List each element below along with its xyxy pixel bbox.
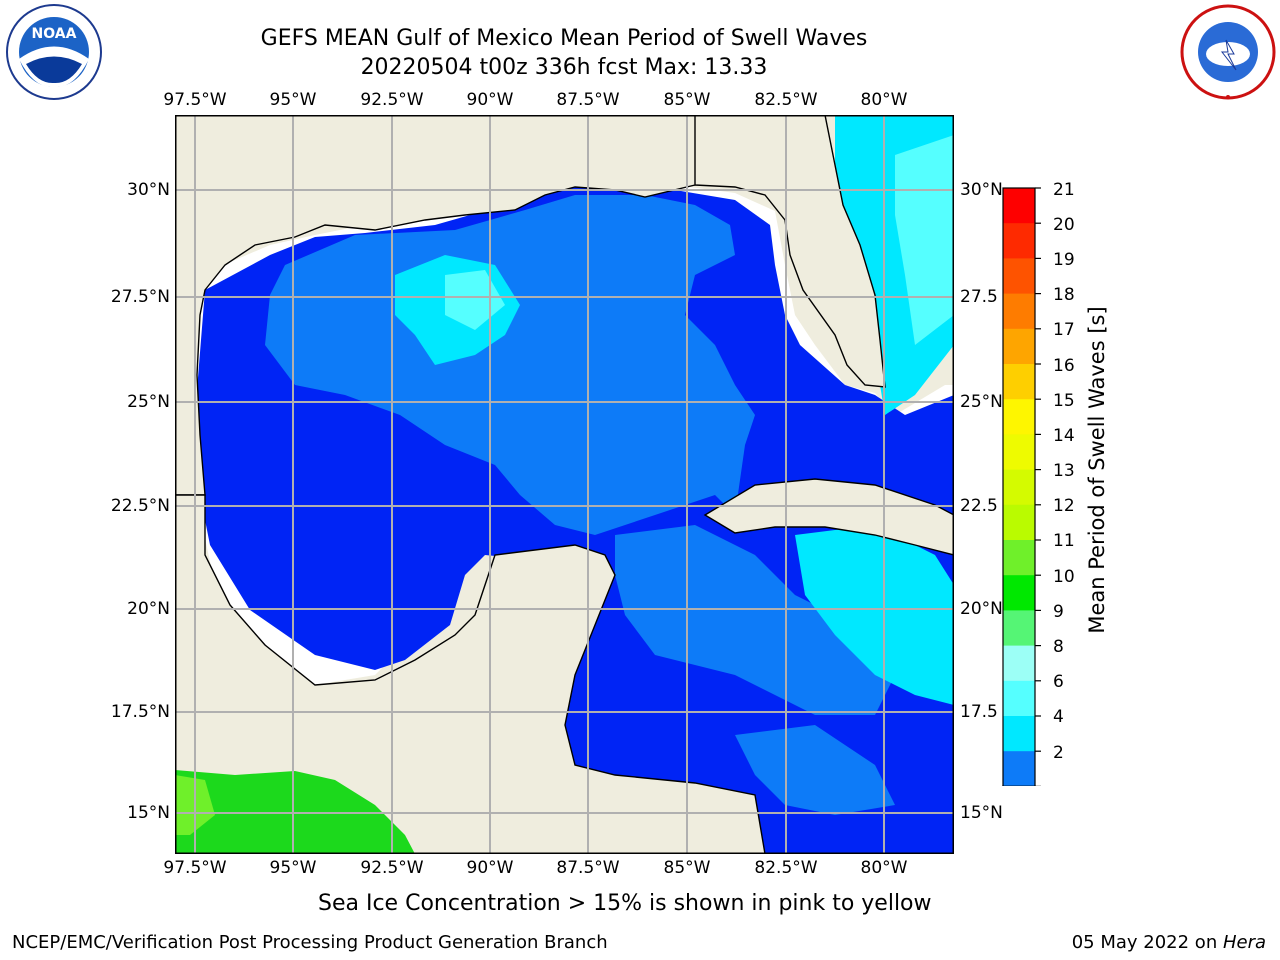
colorbar-segment [1003, 328, 1035, 365]
noaa-logo-text: NOAA [32, 26, 77, 42]
y-tick-label: 25°N [960, 392, 1003, 412]
x-tick-label: 82.5°W [754, 90, 818, 110]
colorbar-tick-label: 14 [1053, 426, 1075, 446]
land-us-coast [175, 115, 696, 496]
footer-date: 05 May 2022 on Hera [1072, 932, 1266, 953]
colorbar-tick-label: 9 [1053, 602, 1064, 622]
y-tick-label: 17.5°N [110, 702, 170, 722]
x-tick-label: 97.5°W [163, 858, 227, 878]
colorbar-tick-label: 15 [1053, 391, 1075, 411]
field-vhigh [895, 135, 954, 345]
colorbar-segment [1003, 645, 1035, 682]
y-tick-label: 22.5 [960, 496, 998, 516]
colorbar-segment [1003, 751, 1035, 786]
colorbar-tick-label: 19 [1053, 250, 1075, 270]
y-tick-label: 27.5 [960, 287, 998, 307]
colorbar-frame [1002, 187, 1036, 786]
footer-date-text: 05 May 2022 on [1071, 932, 1223, 953]
x-tick-label: 80°W [860, 858, 908, 878]
x-tick-label: 92.5°W [360, 858, 424, 878]
colorbar-segment [1003, 610, 1035, 647]
sea-ice-note: Sea Ice Concentration > 15% is shown in … [318, 891, 932, 916]
footer-credit: NCEP/EMC/Verification Post Processing Pr… [12, 932, 608, 953]
colorbar-segment [1003, 575, 1035, 611]
x-tick-label: 85°W [663, 858, 711, 878]
colorbar-tick-label: 13 [1053, 461, 1075, 481]
nws-logo [1180, 4, 1276, 100]
colorbar-segment [1003, 504, 1035, 541]
x-tick-label: 82.5°W [754, 858, 818, 878]
field-mid [265, 195, 755, 535]
y-tick-label: 30°N [127, 180, 170, 200]
colorbar-segment [1003, 434, 1035, 471]
colorbar-tick-label: 20 [1053, 215, 1075, 235]
colorbar-segment [1003, 469, 1035, 506]
colorbar-title: Mean Period of Swell Waves [s] [1085, 306, 1109, 634]
colorbar-segment [1003, 223, 1035, 259]
colorbar-segment [1003, 258, 1035, 295]
colorbar-segment [1003, 188, 1035, 224]
colorbar-tick-label: 21 [1053, 180, 1075, 200]
y-tick-label: 27.5°N [110, 287, 170, 307]
colorbar-tick-label: 11 [1053, 531, 1075, 551]
y-tick-label: 30°N [960, 180, 1003, 200]
y-tick-label: 20°N [127, 599, 170, 619]
y-tick-label: 15°N [127, 803, 170, 823]
chart-subtitle: 20220504 t00z 336h fcst Max: 13.33 [360, 55, 768, 80]
x-tick-label: 87.5°W [556, 90, 620, 110]
y-tick-label: 20°N [960, 599, 1003, 619]
noaa-logo: NOAA [6, 4, 102, 100]
colorbar-tick-label: 17 [1053, 320, 1075, 340]
colorbar-segment [1003, 293, 1035, 330]
graticule [175, 115, 954, 854]
land-cuba [703, 478, 954, 556]
colorbar-tick-label: 16 [1053, 356, 1075, 376]
colorbar-tick-label: 6 [1053, 672, 1064, 692]
colorbar [1002, 187, 1041, 786]
y-tick-label: 25°N [127, 392, 170, 412]
x-tick-label: 90°W [466, 858, 514, 878]
field-mid [735, 725, 895, 815]
map-frame [175, 115, 954, 854]
chart-title: GEFS MEAN Gulf of Mexico Mean Period of … [260, 26, 868, 51]
y-tick-label: 22.5°N [110, 496, 170, 516]
x-tick-label: 92.5°W [360, 90, 424, 110]
x-tick-label: 80°W [860, 90, 908, 110]
colorbar-segment [1003, 364, 1035, 400]
x-tick-label: 87.5°W [556, 858, 620, 878]
y-tick-label: 17.5 [960, 702, 998, 722]
x-tick-label: 97.5°W [163, 90, 227, 110]
colorbar-tick-label: 2 [1053, 743, 1064, 763]
x-tick-label: 90°W [466, 90, 514, 110]
colorbar-segment [1003, 540, 1035, 576]
colorbar-segment [1003, 399, 1035, 435]
map-panel [175, 115, 954, 854]
colorbar-tick-label: 12 [1053, 496, 1075, 516]
footer-machine: Hera [1222, 932, 1266, 953]
colorbar-segment [1003, 680, 1035, 717]
x-tick-label: 95°W [269, 858, 317, 878]
field-mid [615, 525, 895, 715]
colorbar-tick-label: 8 [1053, 637, 1064, 657]
x-tick-label: 85°W [663, 90, 711, 110]
x-tick-label: 95°W [269, 90, 317, 110]
colorbar-tick-label: 18 [1053, 285, 1075, 305]
land-mexico [175, 494, 766, 854]
colorbar-tick-label: 4 [1053, 707, 1064, 727]
colorbar-tick-label: 10 [1053, 567, 1075, 587]
colorbar-segment [1003, 716, 1035, 752]
field-high [795, 525, 954, 705]
y-tick-label: 15°N [960, 803, 1003, 823]
